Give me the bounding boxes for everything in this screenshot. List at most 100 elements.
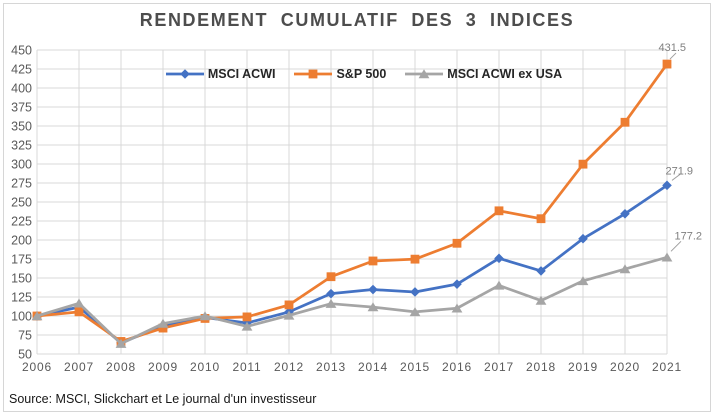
series-marker-triangle	[409, 307, 421, 317]
series-marker-diamond	[536, 266, 546, 276]
y-axis-tick-label: 225	[11, 215, 32, 229]
series-marker-diamond	[578, 233, 588, 244]
x-axis-tick-label: 2012	[274, 360, 304, 374]
series-marker-square	[662, 59, 672, 69]
data-label-leader-line	[669, 52, 677, 60]
series-marker-square	[284, 300, 294, 310]
series-marker-square	[410, 254, 420, 264]
series-marker-diamond	[620, 208, 630, 219]
x-axis-tick-label: 2021	[652, 360, 682, 374]
series-msci-acwi-ex-usa	[31, 252, 673, 348]
y-axis-tick-label: 100	[11, 310, 32, 324]
y-axis-tick-label: 400	[11, 82, 32, 96]
series-marker-triangle	[535, 295, 547, 305]
series-marker-triangle	[451, 303, 463, 313]
x-axis-tick-label: 2010	[190, 360, 220, 374]
y-axis-tick-label: 125	[11, 291, 32, 305]
series-s-p-500	[32, 59, 672, 346]
series-marker-square	[452, 238, 462, 248]
x-axis-tick-label: 2006	[22, 360, 52, 374]
x-axis-tick-label: 2007	[64, 360, 94, 374]
series-marker-triangle	[577, 276, 589, 286]
series-marker-triangle	[241, 321, 253, 331]
data-label-leader-line	[671, 173, 681, 181]
series-marker-triangle	[367, 302, 379, 312]
series-marker-diamond	[326, 288, 336, 299]
y-axis-tick-label: 325	[11, 139, 32, 153]
legend-item-s-p-500: S&P 500	[294, 67, 386, 81]
series-line	[35, 183, 669, 345]
data-label-leader-line	[670, 240, 682, 252]
x-axis-tick-label: 2016	[442, 360, 472, 374]
x-axis-tick-label: 2009	[148, 360, 178, 374]
legend-triangle-marker-icon	[405, 69, 444, 79]
end-data-label: 431.5	[658, 42, 686, 60]
source-note: Source: MSCI, Slickchart et Le journal d…	[9, 392, 317, 406]
data-label-value: 177.2	[674, 230, 702, 242]
legend-label: MSCI ACWI ex USA	[447, 67, 563, 81]
legend-label: S&P 500	[336, 67, 387, 81]
series-marker-square	[368, 256, 378, 266]
series-msci-acwi	[32, 180, 672, 348]
series-marker-diamond	[368, 284, 378, 295]
y-axis-tick-label: 425	[11, 63, 32, 77]
y-axis-tick-label: 375	[11, 101, 32, 115]
series-marker-square	[309, 69, 318, 79]
series-marker-square	[536, 214, 546, 224]
end-data-label: 271.9	[665, 165, 693, 181]
series-marker-triangle	[418, 69, 430, 79]
series-marker-triangle	[199, 311, 211, 321]
x-axis-tick-label: 2017	[484, 360, 514, 374]
legend-diamond-marker-icon	[165, 69, 204, 79]
x-axis-tick-label: 2018	[526, 360, 556, 374]
legend-item-msci-acwi: MSCI ACWI	[165, 67, 276, 81]
legend-label: MSCI ACWI	[207, 67, 276, 81]
gridlines: 50 75 100 125 150 175 200 225 250 275 300 325 350 375…	[11, 44, 682, 375]
series-marker-triangle	[325, 298, 337, 308]
series-marker-square	[242, 312, 252, 322]
series-marker-triangle	[619, 264, 631, 274]
series-marker-triangle	[493, 280, 505, 290]
y-axis-tick-label: 450	[11, 44, 32, 58]
data-label-value: 271.9	[665, 165, 693, 177]
series-marker-diamond	[494, 253, 504, 264]
x-axis-tick-label: 2019	[568, 360, 598, 374]
chart-legend: MSCI ACWI S&P 500 MSCI ACWI ex USA	[49, 65, 679, 83]
x-axis-tick-label: 2014	[358, 360, 388, 374]
y-axis-tick-label: 300	[11, 158, 32, 172]
y-axis-tick-label: 275	[11, 177, 32, 191]
chart-title: RENDEMENT CUMULATIF DES 3 INDICES	[139, 10, 575, 30]
y-axis-tick-label: 175	[11, 253, 32, 267]
series-marker-square	[494, 206, 504, 216]
x-axis-tick-label: 2008	[106, 360, 136, 374]
y-axis-tick-label: 350	[11, 120, 32, 134]
series-line	[35, 255, 669, 346]
series-marker-triangle	[283, 310, 295, 320]
series-marker-triangle	[157, 318, 169, 328]
legend-item-msci-acwi-ex-usa: MSCI ACWI ex USA	[405, 67, 562, 81]
series-marker-diamond	[662, 180, 672, 191]
x-axis-tick-label: 2015	[400, 360, 430, 374]
series-marker-square	[578, 159, 588, 169]
series-marker-triangle	[31, 311, 43, 321]
y-axis-tick-label: 150	[11, 272, 32, 286]
series-marker-triangle	[661, 252, 673, 262]
y-axis-tick-label: 200	[11, 234, 32, 248]
series-marker-square	[74, 307, 84, 317]
y-axis-tick-label: 250	[11, 196, 32, 210]
series-marker-triangle	[73, 298, 85, 308]
series-marker-diamond	[180, 69, 190, 79]
end-data-label: 177.2	[670, 230, 702, 252]
series-line	[35, 62, 669, 343]
x-axis-tick-label: 2013	[316, 360, 346, 374]
series-marker-square	[326, 272, 336, 282]
y-axis-tick-label: 75	[18, 329, 32, 343]
y-axis-tick-label: 50	[18, 348, 32, 362]
series-marker-square	[158, 323, 168, 333]
series-marker-diamond	[452, 279, 462, 289]
series-marker-diamond	[410, 287, 420, 297]
legend-square-marker-icon	[294, 69, 333, 79]
series-marker-triangle	[115, 338, 127, 348]
x-axis-tick-label: 2011	[232, 360, 261, 374]
